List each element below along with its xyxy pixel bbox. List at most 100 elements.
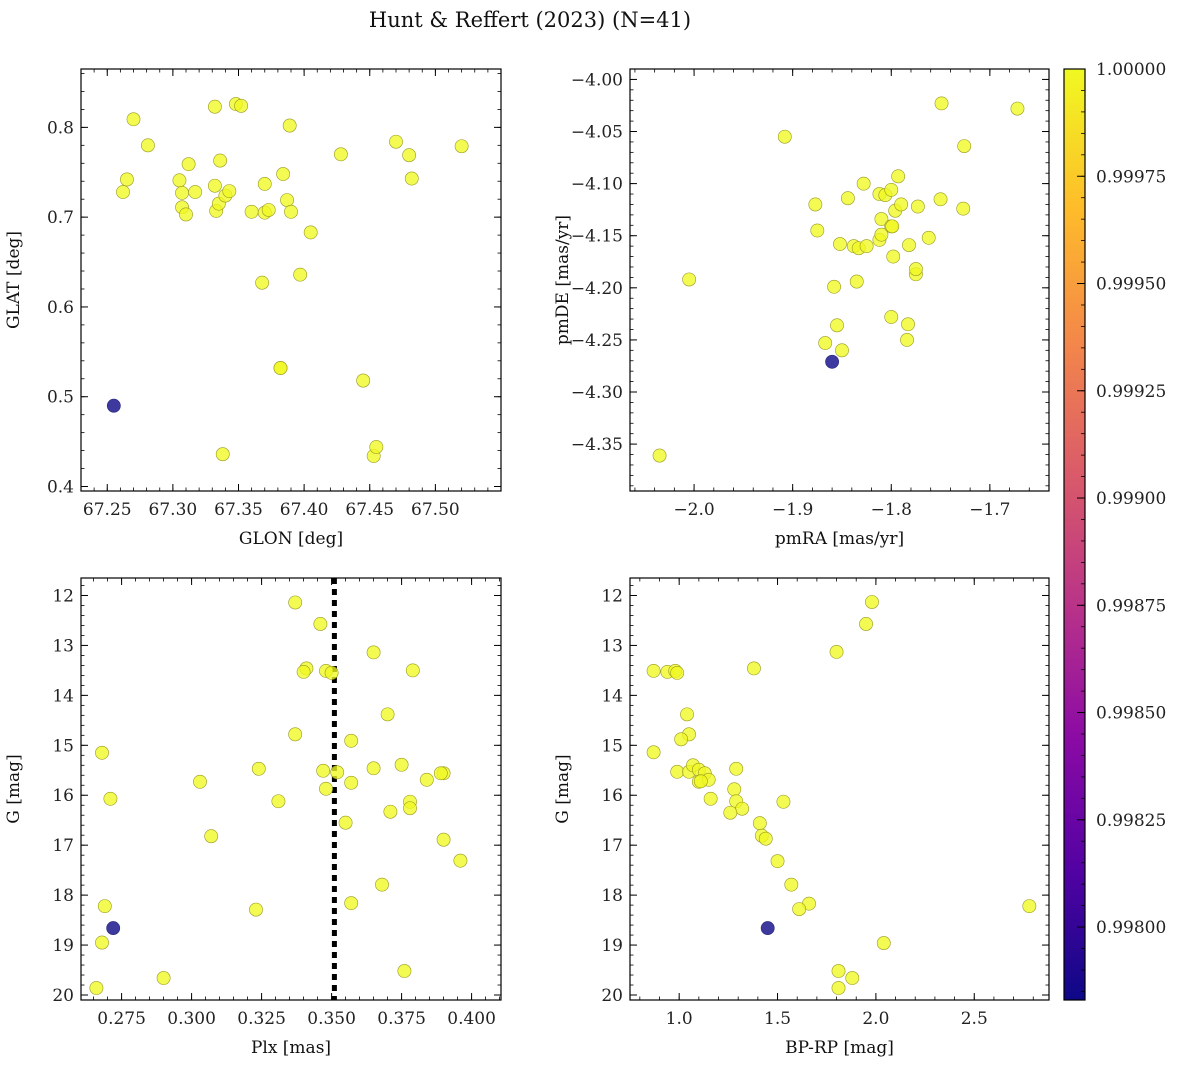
scatter-point [900, 333, 914, 347]
scatter-point [859, 239, 874, 254]
scatter-point [222, 184, 237, 199]
y-tick-label: −4.35 [571, 435, 623, 455]
y-tick-label: 19 [601, 936, 623, 956]
scatter-point [366, 645, 381, 660]
y-tick-label: 0.6 [47, 298, 74, 318]
y-tick-label: 12 [52, 586, 74, 606]
scatter-point [884, 310, 899, 324]
scatter-point [670, 764, 685, 779]
colorbar-tick-label: 0.99825 [1096, 811, 1166, 831]
scatter-point [747, 661, 761, 676]
x-tick-label: 67.40 [280, 500, 329, 520]
scatter-point [776, 794, 791, 809]
scatter-point [1010, 101, 1025, 116]
scatter-point [103, 791, 118, 806]
scatter-point [752, 816, 767, 831]
x-tick-label: 67.35 [214, 500, 263, 520]
scatter-point [433, 766, 448, 781]
scatter-point [316, 763, 331, 778]
scatter-point [934, 96, 949, 111]
colorbar-tick-label: 0.99800 [1096, 918, 1166, 938]
scatter-point [770, 854, 785, 869]
scatter-point [874, 212, 889, 226]
y-tick-label: 18 [52, 886, 74, 906]
colorbar-tick-label: 0.99875 [1096, 596, 1166, 616]
scatter-point [188, 185, 203, 199]
y-tick-label: 15 [52, 736, 74, 756]
colorbar-tick-label: 0.99975 [1096, 167, 1166, 187]
scatter-point [319, 781, 333, 796]
scatter-point [175, 186, 189, 200]
x-axis-label: GLON [deg] [239, 529, 343, 549]
x-axis-label: pmRA [mas/yr] [775, 529, 904, 549]
scatter-point [703, 791, 718, 806]
scatter-point [723, 805, 738, 820]
scatter-point [95, 745, 109, 760]
scatter-point [234, 98, 249, 113]
scatter-point [126, 112, 141, 127]
colorbar-tick-label: 0.99850 [1096, 704, 1166, 724]
x-tick-label: 1.5 [764, 1009, 791, 1029]
scatter-point [116, 185, 130, 199]
panel-glon-glat: 67.25 67.30 67.35 67.40 67.45 67.50 0.4 0.5 0.6 0… [4, 68, 502, 549]
x-tick-label: 1.0 [666, 1009, 693, 1029]
y-tick-label: 14 [52, 686, 74, 706]
scatter-point [921, 230, 936, 245]
y-axis-label: G [mag] [4, 754, 24, 823]
scatter-point [380, 707, 395, 722]
x-tick-label: 0.350 [307, 1009, 356, 1029]
scatter-point [207, 99, 222, 114]
scatter-point [735, 801, 750, 816]
chart-panels: 67.25 67.30 67.35 67.40 67.45 67.50 0.4 0.5 0.6 0… [4, 68, 1050, 1058]
scatter-point [97, 899, 112, 914]
scatter-points [89, 595, 468, 995]
y-tick-label: −4.30 [571, 383, 623, 403]
scatter-point [910, 199, 925, 214]
scatter-point [876, 936, 891, 950]
y-axis-label: GLAT [deg] [4, 231, 24, 329]
scatter-point [106, 921, 121, 935]
scatter-point [1022, 899, 1037, 914]
y-tick-label: 13 [52, 636, 74, 656]
colorbar-tick-label: 1.00000 [1096, 60, 1166, 80]
x-tick-label: 67.25 [83, 500, 132, 520]
scatter-point [884, 182, 899, 197]
scatter-point [293, 267, 308, 282]
scatter-point [727, 782, 742, 797]
scatter-point [849, 274, 864, 289]
scatter-point [313, 617, 328, 631]
scatter-point [181, 157, 196, 172]
panel-plx-g: 0.275 0.300 0.325 0.350 0.375 0.400 12 13 14 15 16… [4, 577, 502, 1058]
x-tick-label: 67.30 [149, 500, 198, 520]
scatter-point [829, 645, 844, 659]
colorbar: 0.99800 0.99825 0.99850 0.99875 0.99900 0.999… [1063, 60, 1166, 1001]
x-tick-label: 0.325 [237, 1009, 286, 1029]
y-tick-label: 18 [601, 886, 623, 906]
y-tick-label: −4.00 [571, 70, 623, 90]
scatter-points [652, 96, 1025, 463]
scatter-point [288, 595, 303, 610]
scatter-point [89, 981, 104, 995]
y-tick-label: −4.25 [571, 331, 623, 351]
y-tick-label: 19 [52, 936, 74, 956]
scatter-point [288, 727, 303, 742]
y-tick-label: 15 [601, 736, 623, 756]
scatter-point [454, 139, 469, 154]
scatter-point [830, 318, 844, 333]
scatter-point [397, 964, 412, 978]
scatter-point [338, 815, 353, 830]
scatter-point [436, 832, 451, 847]
scatter-point [156, 971, 171, 985]
scatter-point [204, 829, 219, 844]
scatter-point [891, 169, 906, 184]
scatter-point [682, 272, 697, 287]
colorbar-tick-label: 0.99900 [1096, 489, 1166, 509]
colorbar-tick-label: 0.99950 [1096, 275, 1166, 295]
scatter-point [831, 964, 846, 978]
scatter-point [729, 761, 744, 776]
scatter-point [777, 129, 792, 144]
scatter-point [251, 761, 266, 776]
scatter-point [369, 440, 384, 454]
scatter-points [646, 595, 1037, 995]
